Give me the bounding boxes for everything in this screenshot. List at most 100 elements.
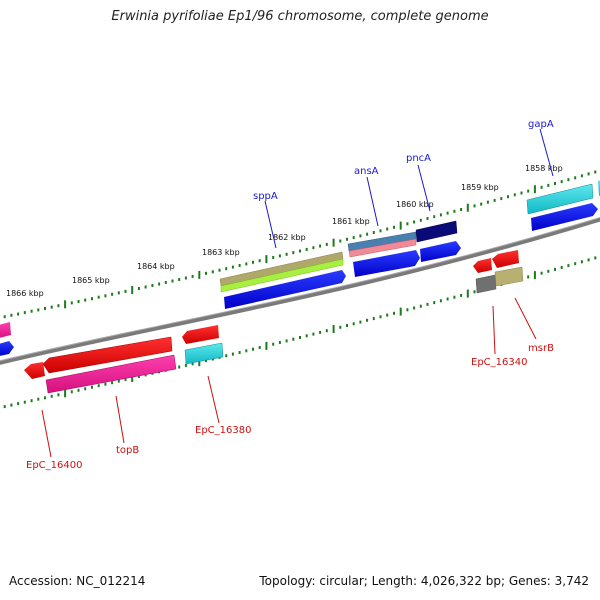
- minor-tick: [547, 269, 550, 273]
- minor-tick: [50, 305, 53, 309]
- minor-tick: [225, 267, 228, 271]
- minor-tick: [252, 260, 254, 264]
- minor-tick: [37, 397, 40, 401]
- minor-tick: [104, 294, 107, 298]
- gene-EpC_16340-arrow[interactable]: [473, 258, 492, 273]
- gene-gapA-bar[interactable]: [526, 183, 594, 215]
- minor-tick: [231, 352, 234, 356]
- minor-tick: [460, 208, 463, 211]
- gene-msrB-arrow[interactable]: [492, 250, 519, 268]
- minor-tick: [3, 315, 6, 319]
- major-tick: [64, 389, 67, 398]
- minor-tick: [10, 313, 13, 317]
- minor-tick: [413, 306, 416, 310]
- gene-topB-arrow[interactable]: [42, 336, 173, 374]
- minor-tick: [426, 217, 429, 220]
- gene-pncA-arrow[interactable]: [420, 241, 461, 262]
- minor-tick: [372, 231, 375, 234]
- minor-tick: [560, 180, 563, 184]
- minor-tick: [520, 191, 523, 195]
- minor-tick: [393, 225, 395, 229]
- gene-label-EpC_16400[interactable]: EpC_16400: [26, 460, 82, 471]
- minor-tick: [205, 271, 207, 275]
- minor-tick: [57, 393, 60, 397]
- minor-tick: [238, 351, 241, 354]
- minor-tick: [339, 325, 342, 329]
- gene-gapA-arrow[interactable]: [531, 203, 598, 231]
- gene-ansA-bar-salmon[interactable]: [348, 238, 417, 258]
- minor-tick: [17, 312, 20, 316]
- minor-tick: [473, 204, 476, 208]
- major-tick: [198, 270, 201, 279]
- minor-tick: [245, 262, 248, 266]
- minor-tick: [527, 275, 530, 279]
- gene-edge-blue-fragment[interactable]: [0, 341, 14, 357]
- gene-label-pncA[interactable]: pncA: [406, 153, 431, 164]
- gene-label-msrB[interactable]: msrB: [528, 343, 554, 354]
- minor-tick: [305, 334, 308, 338]
- minor-tick: [124, 378, 127, 382]
- minor-tick: [238, 264, 241, 267]
- minor-tick: [77, 300, 80, 303]
- minor-tick: [292, 337, 295, 341]
- minor-tick: [433, 301, 436, 305]
- minor-tick: [379, 229, 382, 233]
- minor-tick: [245, 349, 248, 353]
- minor-tick: [10, 403, 13, 407]
- minor-tick: [70, 301, 73, 305]
- minor-tick: [151, 284, 154, 287]
- gene-edge-pink-fragment[interactable]: [0, 322, 11, 339]
- minor-tick: [594, 170, 597, 174]
- minor-tick: [278, 254, 281, 258]
- kbp-label-1859: 1859 kbp: [461, 183, 499, 192]
- minor-tick: [359, 234, 362, 238]
- gene-label-EpC_16380[interactable]: EpC_16380: [195, 425, 251, 436]
- minor-tick: [191, 362, 194, 366]
- minor-tick: [366, 318, 369, 322]
- minor-tick: [225, 354, 228, 358]
- minor-tick: [439, 213, 442, 217]
- minor-tick: [554, 267, 556, 271]
- gene-sppA-bar-green[interactable]: [220, 258, 344, 293]
- minor-tick: [513, 193, 516, 197]
- minor-tick: [30, 309, 33, 313]
- minor-tick: [97, 295, 100, 299]
- gene-msrB-bar[interactable]: [494, 266, 524, 287]
- gene-label-topB[interactable]: topB: [116, 445, 139, 456]
- gene-label-ansA[interactable]: ansA: [354, 166, 379, 177]
- gene-EpC_16400-arrow[interactable]: [24, 362, 45, 379]
- kbp-label-1863: 1863 kbp: [202, 248, 240, 257]
- gene-ansA-arrow[interactable]: [353, 250, 420, 277]
- minor-tick: [346, 324, 348, 327]
- major-tick: [265, 341, 268, 350]
- minor-tick: [453, 209, 456, 213]
- minor-tick: [272, 342, 275, 346]
- gene-label-gapA[interactable]: gapA: [528, 119, 554, 130]
- minor-tick: [184, 363, 187, 367]
- minor-tick: [319, 244, 322, 248]
- minor-tick: [84, 387, 87, 391]
- minor-tick: [419, 304, 422, 308]
- minor-tick: [278, 341, 281, 344]
- minor-tick: [57, 304, 60, 308]
- minor-tick: [17, 402, 20, 406]
- major-tick: [198, 358, 201, 367]
- minor-tick: [184, 276, 187, 280]
- major-tick: [466, 289, 469, 298]
- minor-tick: [574, 176, 577, 180]
- minor-tick: [70, 390, 73, 394]
- minor-tick: [426, 302, 429, 306]
- gene-label-sppA[interactable]: sppA: [253, 191, 278, 202]
- minor-tick: [258, 346, 261, 349]
- gene-sppA-arrow[interactable]: [224, 270, 346, 309]
- gene-EpC_16340-bar[interactable]: [475, 274, 497, 294]
- gene-label-EpC_16340[interactable]: EpC_16340: [471, 357, 527, 368]
- gene-topB-bar[interactable]: [45, 354, 177, 394]
- accession-text: Accession: NC_012214: [9, 574, 145, 588]
- gene-EpC_16380-bar[interactable]: [184, 342, 224, 365]
- minor-tick: [23, 311, 26, 315]
- minor-tick: [480, 202, 483, 206]
- gene-EpC_16380-arrow[interactable]: [182, 325, 219, 344]
- gene-pncA-bar[interactable]: [415, 220, 458, 243]
- minor-tick: [486, 200, 489, 204]
